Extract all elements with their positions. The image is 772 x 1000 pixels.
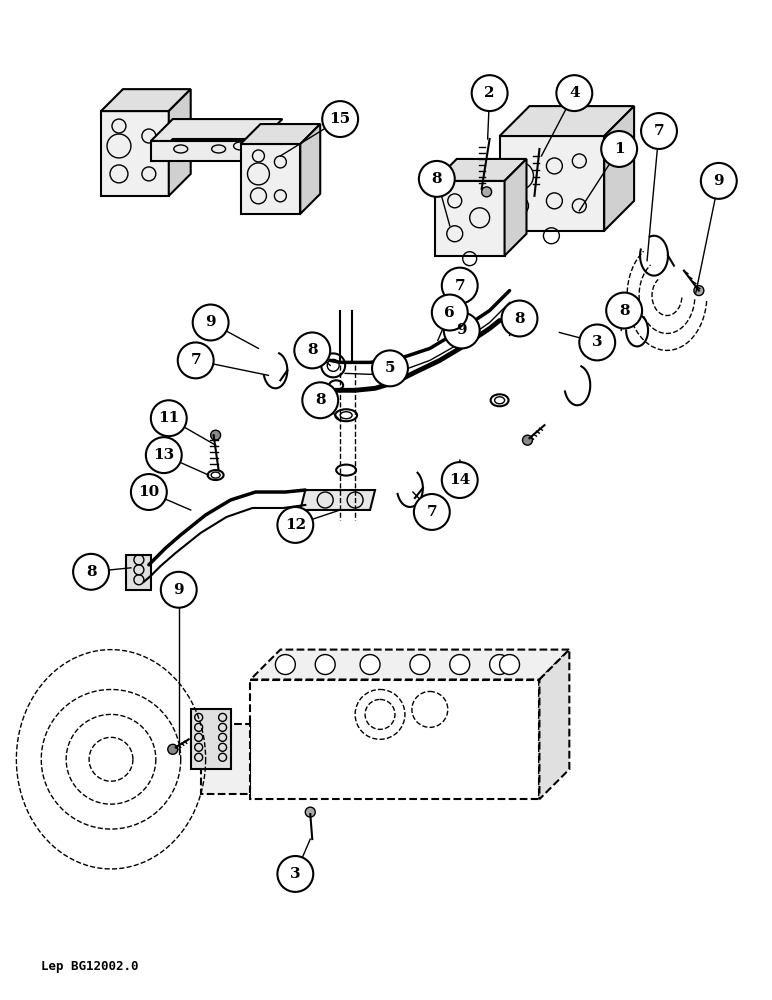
Circle shape xyxy=(472,75,507,111)
Circle shape xyxy=(303,382,338,418)
Text: 9: 9 xyxy=(456,323,467,337)
Circle shape xyxy=(360,655,380,675)
Text: Lep BG12002.0: Lep BG12002.0 xyxy=(41,960,139,973)
Circle shape xyxy=(193,305,229,340)
Text: 8: 8 xyxy=(315,393,326,407)
Circle shape xyxy=(482,187,492,197)
Polygon shape xyxy=(300,490,375,510)
Circle shape xyxy=(277,856,313,892)
Circle shape xyxy=(321,353,345,377)
Circle shape xyxy=(557,75,592,111)
Text: 3: 3 xyxy=(290,867,300,881)
Text: 7: 7 xyxy=(455,279,465,293)
Circle shape xyxy=(372,350,408,386)
Circle shape xyxy=(450,655,469,675)
Text: 4: 4 xyxy=(569,86,580,100)
Text: 8: 8 xyxy=(432,172,442,186)
Text: 5: 5 xyxy=(384,361,395,375)
Text: 1: 1 xyxy=(614,142,625,156)
Text: 8: 8 xyxy=(514,312,525,326)
Text: 12: 12 xyxy=(285,518,306,532)
Polygon shape xyxy=(435,181,505,256)
Ellipse shape xyxy=(208,470,224,480)
Polygon shape xyxy=(101,111,169,196)
Circle shape xyxy=(694,286,704,296)
Circle shape xyxy=(131,474,167,510)
Circle shape xyxy=(606,293,642,328)
Circle shape xyxy=(601,131,637,167)
Circle shape xyxy=(641,113,677,149)
Polygon shape xyxy=(241,124,320,144)
Polygon shape xyxy=(241,144,300,214)
Text: 13: 13 xyxy=(153,448,174,462)
Text: 8: 8 xyxy=(307,343,317,357)
Circle shape xyxy=(419,161,455,197)
Polygon shape xyxy=(101,89,191,111)
Circle shape xyxy=(276,655,296,675)
Circle shape xyxy=(442,462,478,498)
Polygon shape xyxy=(151,139,283,161)
Circle shape xyxy=(502,301,537,336)
Circle shape xyxy=(523,435,533,445)
Polygon shape xyxy=(435,159,527,181)
Text: 8: 8 xyxy=(86,565,96,579)
Circle shape xyxy=(178,342,214,378)
Text: 9: 9 xyxy=(174,583,184,597)
Circle shape xyxy=(322,101,358,137)
Polygon shape xyxy=(499,136,604,231)
Circle shape xyxy=(277,507,313,543)
Polygon shape xyxy=(250,650,569,680)
Text: 7: 7 xyxy=(426,505,437,519)
Polygon shape xyxy=(126,555,151,590)
Circle shape xyxy=(305,807,315,817)
Circle shape xyxy=(444,313,479,348)
Polygon shape xyxy=(151,119,283,141)
Polygon shape xyxy=(604,106,634,231)
Text: 7: 7 xyxy=(191,353,201,367)
Circle shape xyxy=(489,655,510,675)
Circle shape xyxy=(499,655,520,675)
Circle shape xyxy=(294,332,330,368)
Circle shape xyxy=(448,473,458,483)
Text: 14: 14 xyxy=(449,473,470,487)
Text: 2: 2 xyxy=(484,86,495,100)
Ellipse shape xyxy=(336,465,356,476)
Text: 3: 3 xyxy=(592,335,603,349)
Circle shape xyxy=(146,437,181,473)
Polygon shape xyxy=(169,89,191,196)
Circle shape xyxy=(442,268,478,304)
Circle shape xyxy=(151,400,187,436)
Polygon shape xyxy=(250,680,540,799)
Text: 9: 9 xyxy=(713,174,724,188)
Polygon shape xyxy=(151,141,260,161)
Circle shape xyxy=(579,324,615,360)
Polygon shape xyxy=(300,124,320,214)
Circle shape xyxy=(168,744,178,754)
Text: 6: 6 xyxy=(445,306,455,320)
Text: 15: 15 xyxy=(330,112,350,126)
Polygon shape xyxy=(540,650,569,799)
Circle shape xyxy=(73,554,109,590)
Text: 11: 11 xyxy=(158,411,179,425)
Circle shape xyxy=(432,295,468,330)
Polygon shape xyxy=(191,709,231,769)
Circle shape xyxy=(701,163,736,199)
Text: 7: 7 xyxy=(654,124,665,138)
Ellipse shape xyxy=(335,409,357,421)
Polygon shape xyxy=(201,724,250,794)
Circle shape xyxy=(410,655,430,675)
Text: 9: 9 xyxy=(205,315,216,329)
Polygon shape xyxy=(499,106,634,136)
Polygon shape xyxy=(505,159,527,256)
Circle shape xyxy=(315,655,335,675)
Ellipse shape xyxy=(329,380,344,390)
Circle shape xyxy=(211,430,221,440)
Text: 8: 8 xyxy=(619,304,629,318)
Circle shape xyxy=(414,494,450,530)
Circle shape xyxy=(161,572,197,608)
Text: 10: 10 xyxy=(138,485,160,499)
Ellipse shape xyxy=(491,394,509,406)
